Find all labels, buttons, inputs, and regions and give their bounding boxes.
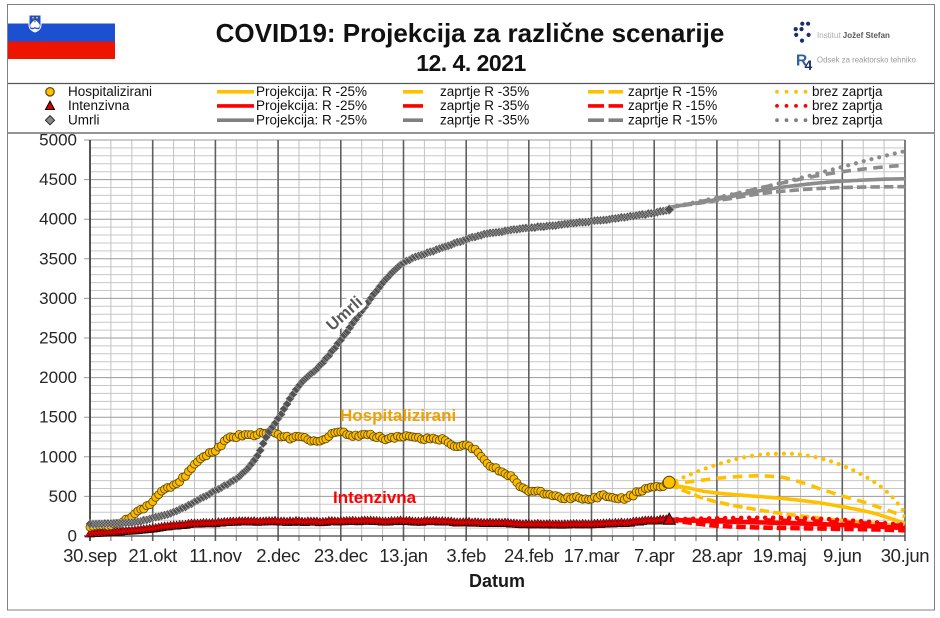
svg-text:zaprtje R -35%: zaprtje R -35% [440, 84, 529, 99]
svg-text:Umrli: Umrli [68, 112, 100, 127]
svg-text:3000: 3000 [39, 289, 77, 308]
svg-text:zaprtje R -15%: zaprtje R -15% [628, 84, 717, 99]
svg-text:zaprtje R -15%: zaprtje R -15% [628, 112, 717, 127]
svg-text:1500: 1500 [39, 408, 77, 427]
svg-text:Projekcija: R -25%: Projekcija: R -25% [256, 84, 367, 99]
svg-text:2500: 2500 [39, 329, 77, 348]
svg-text:500: 500 [49, 487, 77, 506]
svg-text:Projekcija: R -25%: Projekcija: R -25% [256, 112, 367, 127]
svg-text:zaprtje R -15%: zaprtje R -15% [628, 98, 717, 113]
svg-text:3500: 3500 [39, 249, 77, 268]
svg-text:zaprtje R -35%: zaprtje R -35% [440, 98, 529, 113]
svg-text:Hospitalizirani: Hospitalizirani [340, 406, 456, 425]
svg-text:Institut Jožef Stefan: Institut Jožef Stefan [817, 31, 890, 40]
svg-text:30.sep: 30.sep [63, 545, 117, 566]
svg-text:11.nov: 11.nov [189, 545, 242, 566]
svg-text:3.feb: 3.feb [446, 545, 486, 566]
svg-text:4500: 4500 [39, 170, 77, 189]
svg-text:30.jun: 30.jun [881, 545, 930, 566]
svg-text:13.jan: 13.jan [379, 545, 428, 566]
svg-text:Intenzivna: Intenzivna [68, 98, 130, 113]
svg-text:2.dec: 2.dec [256, 545, 300, 566]
svg-text:brez zaprtja: brez zaprtja [812, 112, 883, 127]
svg-text:Hospitalizirani: Hospitalizirani [68, 84, 152, 99]
svg-text:17.mar: 17.mar [564, 545, 620, 566]
svg-text:2000: 2000 [39, 368, 77, 387]
svg-text:5000: 5000 [39, 131, 77, 150]
svg-text:Datum: Datum [469, 571, 525, 591]
svg-text:zaprtje R -35%: zaprtje R -35% [440, 112, 529, 127]
svg-text:7.apr: 7.apr [634, 545, 675, 566]
svg-text:R: R [796, 53, 807, 70]
svg-text:4: 4 [805, 57, 813, 73]
svg-text:Projekcija: R -25%: Projekcija: R -25% [256, 98, 367, 113]
svg-text:1000: 1000 [39, 447, 77, 466]
svg-text:4000: 4000 [39, 210, 77, 229]
svg-text:24.feb: 24.feb [504, 545, 554, 566]
svg-text:19.maj: 19.maj [753, 545, 807, 566]
svg-text:9.jun: 9.jun [823, 545, 862, 566]
svg-text:12. 4. 2021: 12. 4. 2021 [416, 50, 526, 76]
svg-text:21.okt: 21.okt [128, 545, 177, 566]
svg-text:Odsek za reaktorsko tehniko: Odsek za reaktorsko tehniko [817, 56, 916, 65]
svg-text:28.apr: 28.apr [692, 545, 743, 566]
svg-text:0: 0 [68, 527, 77, 546]
svg-text:COVID19: Projekcija za različn: COVID19: Projekcija za različne scenarij… [216, 18, 725, 48]
svg-text:brez zaprtja: brez zaprtja [812, 98, 883, 113]
svg-text:23.dec: 23.dec [314, 545, 368, 566]
svg-text:brez zaprtja: brez zaprtja [812, 84, 883, 99]
svg-text:Intenzivna: Intenzivna [333, 488, 417, 507]
